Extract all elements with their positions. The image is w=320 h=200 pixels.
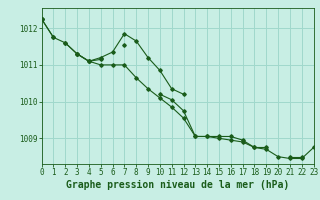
- X-axis label: Graphe pression niveau de la mer (hPa): Graphe pression niveau de la mer (hPa): [66, 180, 289, 190]
